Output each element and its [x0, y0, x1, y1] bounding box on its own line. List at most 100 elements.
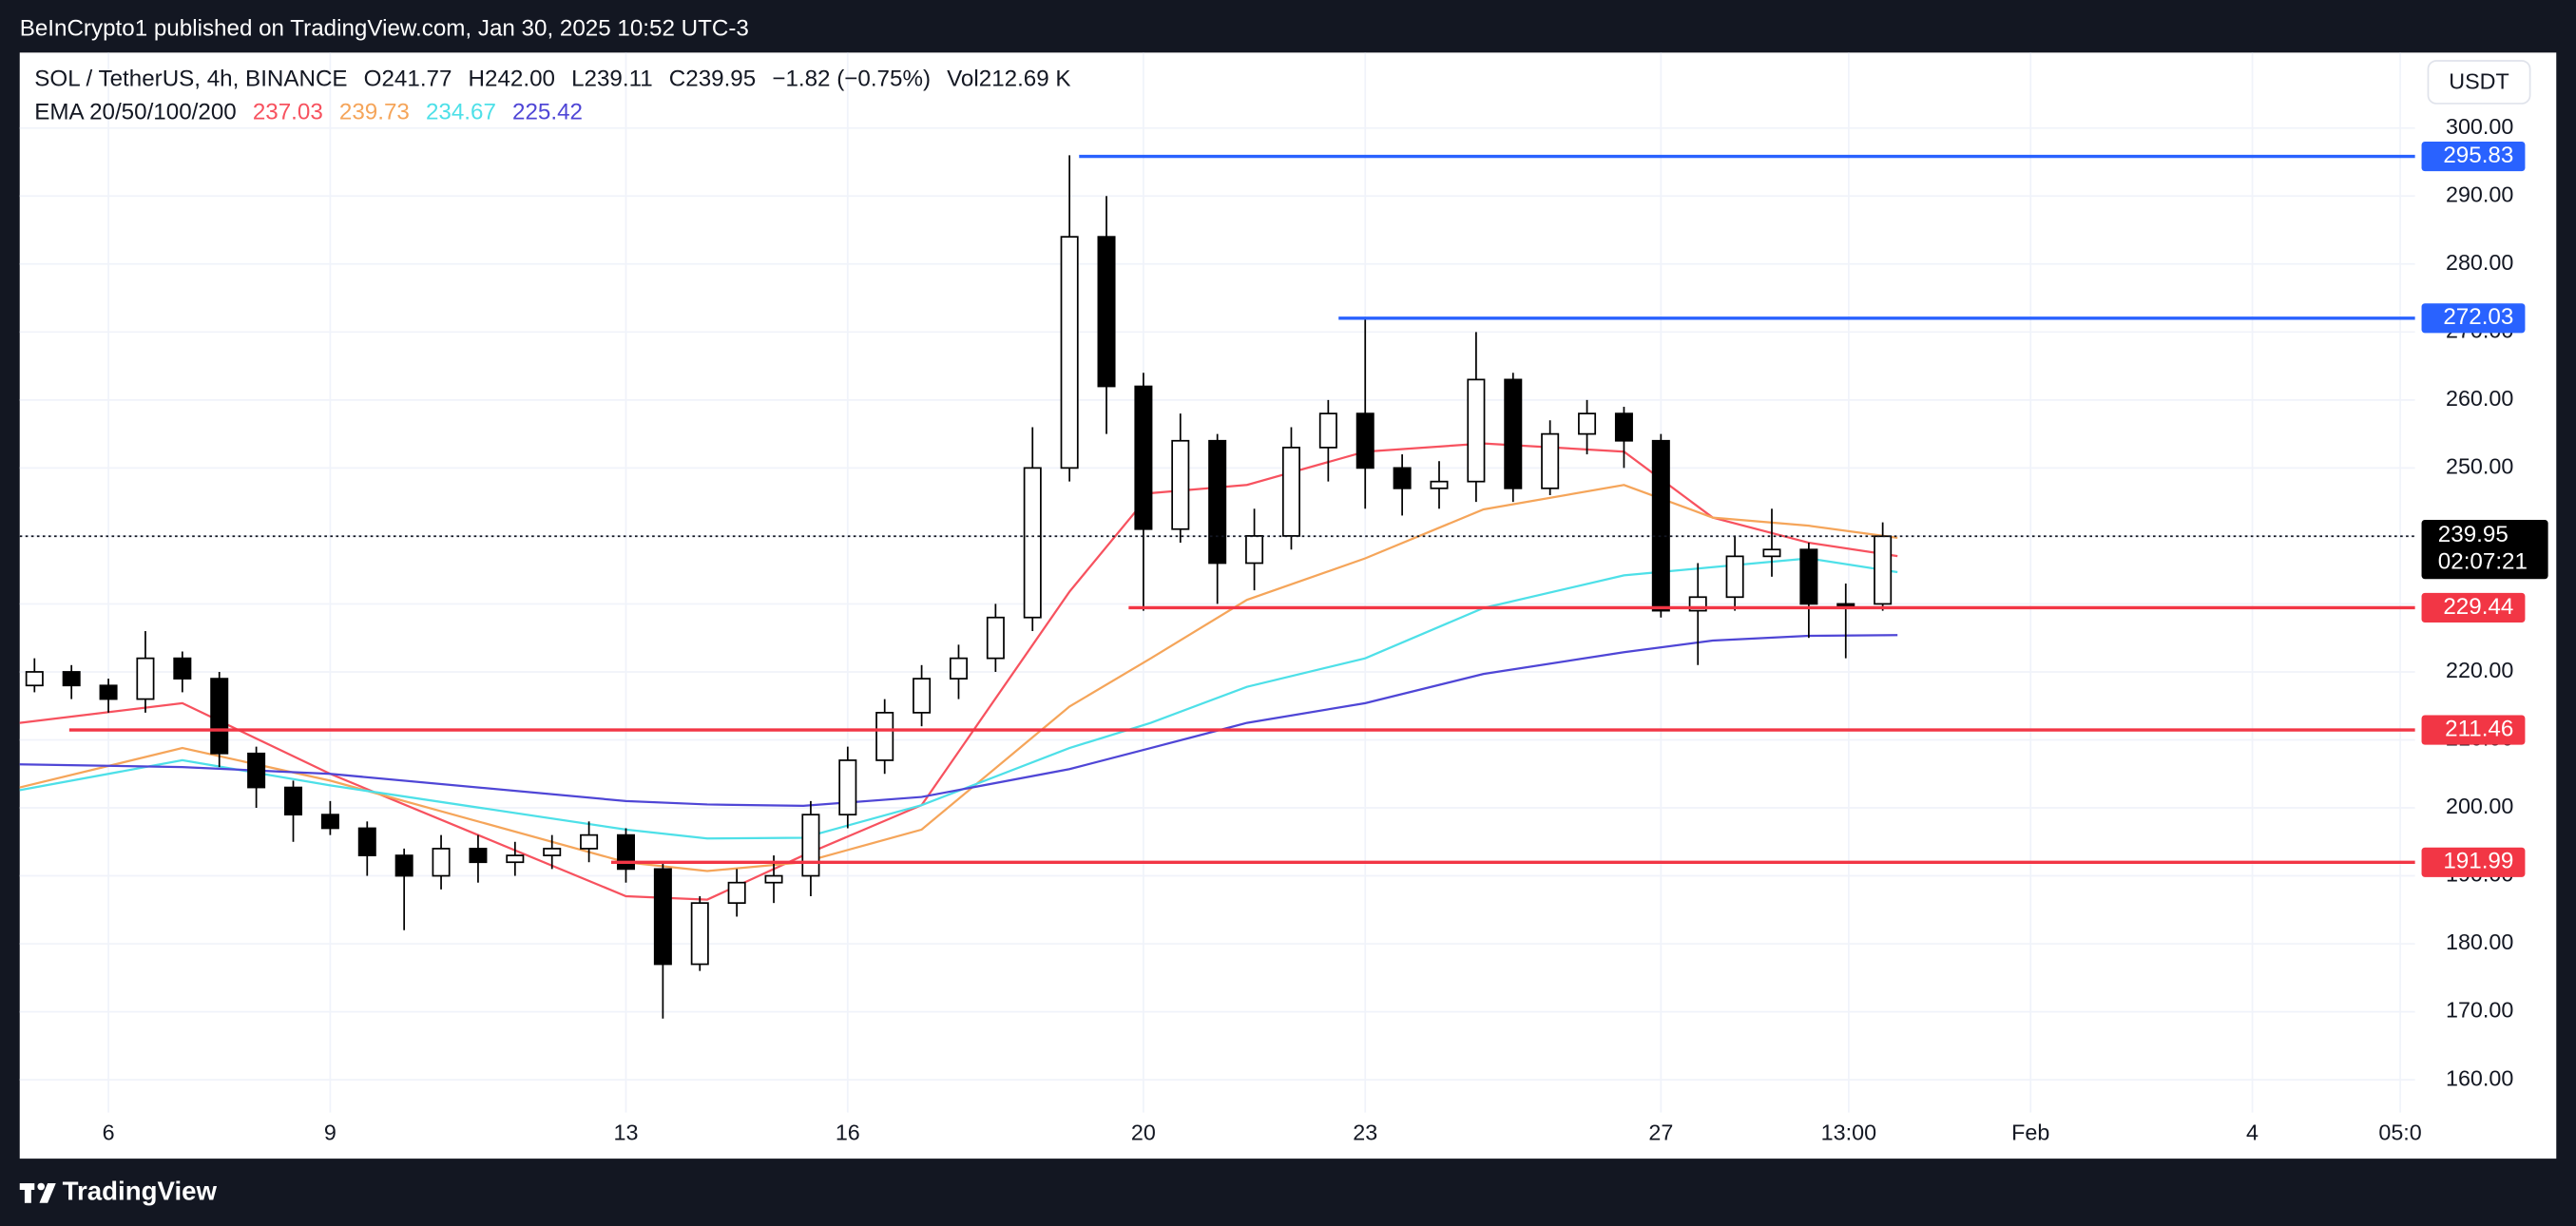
candle-body	[913, 678, 932, 714]
x-tick-label: Feb	[2011, 1120, 2049, 1144]
candle-body	[1467, 378, 1486, 483]
x-tick-label: 20	[1131, 1120, 1156, 1144]
x-tick-label: 9	[324, 1120, 336, 1144]
candle-body	[543, 848, 562, 856]
candle-body	[1318, 412, 1337, 449]
candle-body	[838, 759, 857, 816]
level-label-box	[2421, 715, 2526, 745]
x-tick-label: 05:0	[2378, 1120, 2421, 1144]
level-label: 191.99	[2443, 849, 2513, 874]
candle-body	[1504, 378, 1523, 489]
x-tick-label: 6	[103, 1120, 115, 1144]
candle-body	[25, 671, 44, 687]
symbol-legend: SOL / TetherUS, 4h, BINANCE O241.77 H242…	[34, 67, 1070, 92]
candle-body	[283, 786, 303, 816]
last-price-label: 239.95	[2438, 522, 2509, 547]
candle-body	[136, 657, 155, 700]
ema-line	[19, 634, 1898, 807]
brand: TradingView	[63, 1177, 218, 1206]
y-tick-label: 220.00	[2446, 658, 2513, 682]
candle-body	[1393, 467, 1412, 489]
currency-button[interactable]	[2427, 60, 2531, 105]
candle-body	[986, 616, 1005, 660]
candle-body	[320, 814, 339, 830]
y-tick-label: 200.00	[2446, 794, 2513, 818]
candle-body	[62, 671, 81, 687]
ema-value: 225.42	[512, 100, 583, 125]
ema-value: 237.03	[253, 100, 323, 125]
candle-body	[432, 848, 451, 877]
low: L239.11	[571, 67, 653, 92]
plot-background	[19, 52, 2557, 1159]
candle-body	[727, 881, 746, 905]
candle-body	[801, 814, 820, 877]
y-tick-label: 290.00	[2446, 182, 2513, 206]
candle-body	[580, 833, 599, 850]
countdown: 02:07:21	[2438, 548, 2528, 574]
ema-value: 234.67	[426, 100, 496, 125]
candle-body	[173, 657, 192, 680]
candle-body	[1134, 385, 1153, 530]
candle-body	[1281, 447, 1300, 537]
y-tick-label: 260.00	[2446, 386, 2513, 411]
level-label: 211.46	[2445, 716, 2513, 741]
high: H242.00	[469, 67, 555, 92]
candle-body	[1651, 439, 1670, 612]
candle-body	[247, 752, 266, 789]
level-label-box	[2421, 847, 2526, 877]
x-tick-label: 16	[836, 1120, 860, 1144]
x-tick-label: 23	[1353, 1120, 1377, 1144]
y-tick-label: 300.00	[2446, 114, 2513, 139]
last-price-box	[2421, 519, 2548, 580]
candle-body	[949, 657, 968, 680]
candle-body	[875, 712, 894, 761]
candle-body	[99, 684, 118, 700]
ema-legend: EMA 20/50/100/200 237.03 239.73 234.67 2…	[34, 100, 583, 125]
candle-body	[1541, 432, 1560, 489]
candle-body	[1725, 555, 1744, 599]
marks	[19, 154, 2415, 1019]
volume: Vol212.69 K	[947, 67, 1070, 92]
level-label-box	[2421, 303, 2526, 334]
y-tick-label: 280.00	[2446, 250, 2513, 275]
ema-value: 239.73	[339, 100, 410, 125]
overlay: 160.00170.00180.00190.00200.00210.00220.…	[103, 114, 2548, 1144]
y-tick-label: 160.00	[2446, 1065, 2513, 1090]
candle-body	[1245, 535, 1264, 565]
candle-body	[1208, 439, 1227, 565]
brand-logo	[19, 1182, 56, 1203]
candle-body	[1578, 412, 1597, 435]
currency[interactable]: USDT	[2449, 68, 2509, 93]
close: C239.95	[669, 67, 756, 92]
y-tick-label: 180.00	[2446, 929, 2513, 954]
publish-note: BeInCrypto1 published on TradingView.com…	[20, 16, 749, 42]
candle-body	[1430, 480, 1449, 489]
level-label: 272.03	[2443, 304, 2513, 330]
candle-body	[1023, 467, 1042, 619]
candle-body	[1614, 412, 1633, 442]
symbol: SOL / TetherUS, 4h, BINANCE	[34, 67, 347, 92]
level-label-box	[2421, 141, 2526, 172]
candle-body	[690, 902, 709, 966]
ema-label: EMA 20/50/100/200	[34, 100, 236, 125]
y-tick-label: 250.00	[2446, 454, 2513, 479]
candle-body	[394, 854, 413, 877]
candle-body	[210, 678, 229, 755]
x-tick-label: 13	[614, 1120, 639, 1144]
change: −1.82 (−0.75%)	[772, 67, 931, 92]
x-tick-label: 13:00	[1821, 1120, 1876, 1144]
candle-body	[1355, 412, 1375, 469]
candle-body	[1836, 603, 1855, 607]
candle-body	[1097, 236, 1116, 388]
level-label: 229.44	[2443, 594, 2513, 620]
level-label-box	[2421, 592, 2526, 623]
candle-body	[1799, 548, 1818, 605]
candle-body	[469, 848, 488, 864]
candle-body	[357, 827, 376, 856]
candle-body	[653, 868, 672, 966]
candle-body	[506, 854, 525, 864]
candle-body	[1060, 236, 1079, 469]
candle-body	[1874, 535, 1893, 605]
